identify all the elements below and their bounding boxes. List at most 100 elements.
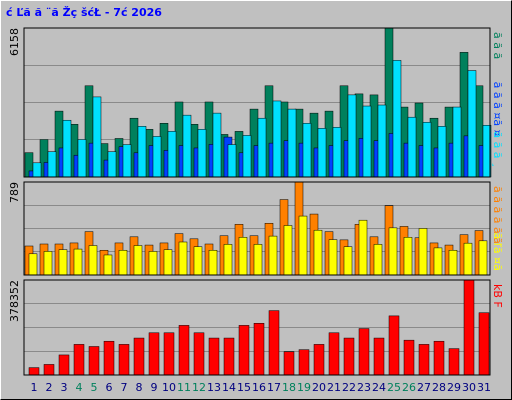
- bar: [343, 246, 353, 276]
- bar: [193, 246, 203, 276]
- bar: [343, 337, 355, 376]
- x-tick-label: 22: [342, 381, 356, 394]
- bar: [313, 344, 325, 376]
- bar: [433, 247, 443, 276]
- x-tick-label: 3: [61, 381, 68, 394]
- bar: [403, 237, 413, 276]
- bar: [418, 344, 430, 376]
- x-tick-label: 18: [282, 381, 296, 394]
- bar: [208, 249, 218, 276]
- x-tick-label: 24: [372, 381, 386, 394]
- bar: [193, 332, 205, 376]
- bar: [88, 346, 100, 376]
- bar: [347, 94, 357, 178]
- bar: [463, 279, 475, 376]
- bar: [283, 351, 295, 376]
- bar: [253, 323, 265, 376]
- x-tick-label: 12: [192, 381, 206, 394]
- x-tick-label: 4: [76, 381, 83, 394]
- bar: [133, 337, 145, 376]
- x-tick-label: 7: [121, 381, 128, 394]
- bar: [28, 367, 40, 376]
- bar: [448, 348, 460, 376]
- x-tick-label: 2: [46, 381, 53, 394]
- bar: [268, 235, 278, 276]
- x-tick-label: 6: [106, 381, 113, 394]
- x-tick-label: 10: [162, 381, 176, 394]
- x-tick-label: 11: [177, 381, 191, 394]
- bar: [58, 354, 70, 376]
- bar: [448, 249, 458, 276]
- x-tick-label: 25: [387, 381, 401, 394]
- x-tick-label: 23: [357, 381, 371, 394]
- bar: [298, 349, 310, 376]
- bar: [163, 249, 173, 276]
- x-tick-label: 9: [151, 381, 158, 394]
- bar: [43, 364, 55, 376]
- bar: [377, 104, 387, 178]
- bar: [223, 244, 233, 276]
- plot-border: [23, 181, 491, 276]
- x-tick-label: 8: [136, 381, 143, 394]
- bar: [197, 129, 207, 178]
- y-tick-label: 789: [8, 182, 21, 203]
- legend-label: ă ă ă ă ă ă: [491, 186, 504, 244]
- bar: [28, 253, 38, 276]
- legend-label: ă ă ă: [491, 32, 504, 59]
- bar: [388, 227, 398, 276]
- bar: [148, 251, 158, 276]
- legend-label: kB F: [491, 284, 504, 308]
- bar: [272, 100, 282, 178]
- bar: [467, 70, 477, 178]
- bar: [253, 244, 263, 276]
- x-tick-label: 20: [312, 381, 326, 394]
- bar: [212, 112, 222, 178]
- bar: [133, 245, 143, 276]
- legend-label: ă ľă ¤ă: [491, 233, 504, 271]
- bar: [118, 249, 128, 276]
- bar: [392, 60, 402, 178]
- bar: [358, 328, 370, 376]
- bar: [227, 144, 237, 178]
- x-tick-label: 5: [91, 381, 98, 394]
- bar: [478, 312, 490, 376]
- x-tick-label: 15: [237, 381, 251, 394]
- bar: [328, 239, 338, 276]
- bar: [407, 116, 417, 178]
- bar: [283, 225, 293, 276]
- bar: [88, 245, 98, 276]
- x-tick-label: 14: [222, 381, 236, 394]
- bar: [287, 108, 297, 178]
- plot-border: [23, 279, 491, 376]
- x-tick-label: 26: [402, 381, 416, 394]
- bar: [167, 131, 177, 178]
- x-tick-label: 29: [447, 381, 461, 394]
- x-tick-label: 21: [327, 381, 341, 394]
- x-tick-label: 13: [207, 381, 221, 394]
- bar: [92, 96, 102, 178]
- x-tick-label: 17: [267, 381, 281, 394]
- bar: [178, 241, 188, 276]
- bar: [77, 139, 87, 178]
- bar: [62, 119, 72, 178]
- bar: [118, 344, 130, 376]
- bar: [403, 339, 415, 376]
- bar: [238, 237, 248, 276]
- chart-title: ć Ľă ă ¨ă Žç šćŁ - 7ć 2026: [6, 6, 162, 19]
- bar: [148, 332, 160, 376]
- bar: [242, 135, 252, 178]
- bar: [238, 325, 250, 376]
- bar: [373, 337, 385, 376]
- bar: [137, 126, 147, 178]
- legend-label: ă ă ă ¸: [491, 131, 504, 167]
- y-tick-label: 6158: [8, 28, 21, 56]
- bar: [373, 244, 383, 276]
- bar: [478, 240, 488, 276]
- bar: [73, 248, 83, 276]
- bar: [103, 254, 113, 276]
- x-tick-label: 31: [477, 381, 491, 394]
- bar: [452, 106, 462, 178]
- bar: [32, 162, 42, 178]
- x-tick-label: 30: [462, 381, 476, 394]
